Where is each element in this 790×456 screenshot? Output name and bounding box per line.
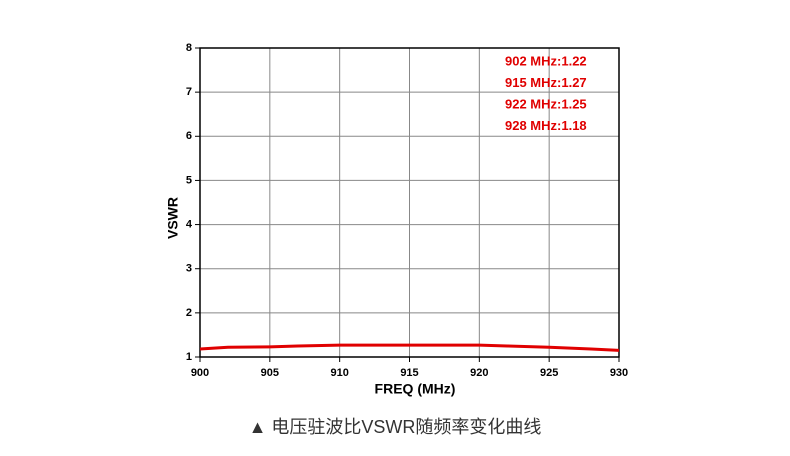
annotation: 915 MHz:1.27 <box>505 75 587 90</box>
x-axis-label: FREQ (MHz) <box>375 381 456 397</box>
x-tick-label: 925 <box>540 367 558 379</box>
y-tick-label: 5 <box>186 174 192 186</box>
annotation: 922 MHz:1.25 <box>505 96 587 111</box>
x-tick-label: 905 <box>261 367 279 379</box>
y-tick-label: 2 <box>186 307 192 319</box>
y-axis-label: VSWR <box>165 197 181 239</box>
x-tick-label: 900 <box>191 367 209 379</box>
y-tick-label: 7 <box>186 86 192 98</box>
plot-frame <box>199 47 620 358</box>
data-line <box>199 343 620 352</box>
y-tick-label: 6 <box>186 130 192 142</box>
y-tick-label: 3 <box>186 263 192 275</box>
x-tick-label: 930 <box>610 367 628 379</box>
annotation: 928 MHz:1.18 <box>505 118 587 133</box>
x-tick-label: 910 <box>330 367 348 379</box>
y-tick-label: 4 <box>186 218 193 230</box>
caption: ▲ 电压驻波比VSWR随频率变化曲线 <box>249 417 542 437</box>
x-tick-label: 920 <box>470 367 488 379</box>
annotation: 902 MHz:1.22 <box>505 53 587 68</box>
x-tick-label: 915 <box>400 367 418 379</box>
y-tick-label: 1 <box>186 351 192 363</box>
y-tick-label: 8 <box>186 42 192 54</box>
